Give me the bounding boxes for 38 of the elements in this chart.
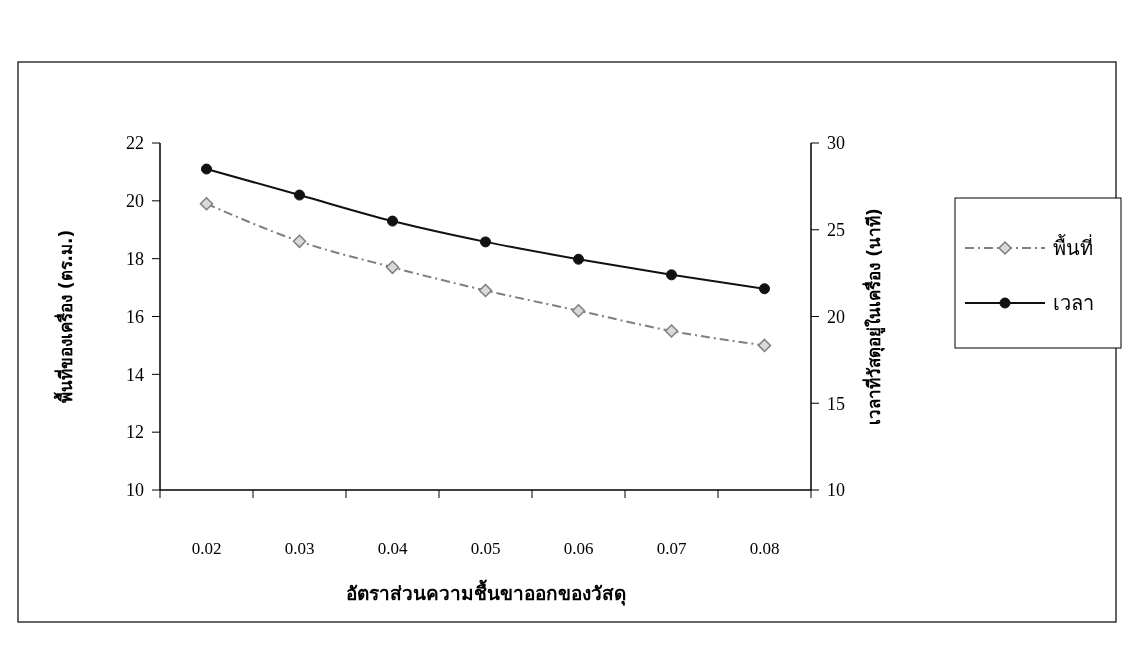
x-tick-label: 0.03 [284,539,315,558]
y2-tick-label: 25 [827,220,845,241]
y2-axis-title: เวลาที่วัสดุอยู่ในเครื่อง (นาที) [862,208,886,425]
point [199,196,214,211]
point [664,324,679,338]
y-axis-title: พื้นที่ของเครื่อง (ตร.ม.) [53,229,76,404]
y-tick-label: 14 [126,364,144,385]
legend-label: เวลา [1053,291,1094,315]
y-tick-label: 16 [126,306,144,327]
y-tick-label: 10 [126,480,144,501]
x-tick-label: 0.07 [656,539,687,558]
y-tick-label: 20 [126,191,144,212]
point [292,234,307,249]
y2-tick-label: 30 [827,133,845,154]
legend-label: พื้นที่ [1053,234,1093,260]
point [759,283,770,295]
point [294,189,305,201]
point [571,303,586,318]
y2-tick-label: 20 [827,306,845,327]
x-axis-title: อัตราส่วนความชื้นขาออกของวัสดุ [345,579,626,606]
point [478,283,493,298]
y-tick-label: 22 [126,133,144,154]
y2-tick-label: 15 [827,393,845,414]
x-tick-label: 0.02 [191,539,222,558]
x-tick-label: 0.04 [377,539,408,558]
point [385,260,400,275]
x-tick-label: 0.05 [470,539,501,558]
x-tick-label: 0.06 [563,539,594,558]
point [387,215,398,227]
y-tick-label: 12 [126,422,144,443]
y2-tick-label: 10 [827,480,845,501]
x-tick-label: 0.08 [749,539,780,558]
point [480,236,491,248]
point [201,163,212,175]
point [666,269,677,281]
point [757,338,772,353]
y-tick-label: 18 [126,248,144,269]
point [573,253,584,265]
